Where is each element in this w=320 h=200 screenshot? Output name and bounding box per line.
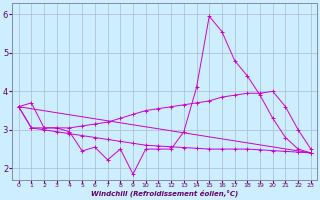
X-axis label: Windchill (Refroidissement éolien,°C): Windchill (Refroidissement éolien,°C): [91, 190, 238, 197]
